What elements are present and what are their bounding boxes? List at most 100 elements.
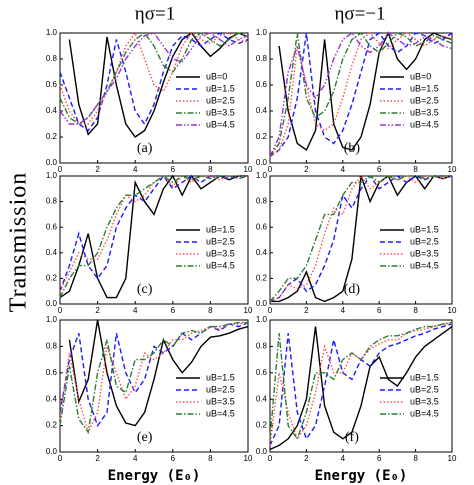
x-tick-label: 0: [58, 306, 63, 315]
x-tick-label: 8: [413, 165, 418, 174]
y-tick-label: 0.8: [256, 54, 268, 63]
x-tick-label: 2: [95, 165, 100, 174]
panel-label: (a): [137, 141, 153, 156]
series-line: [59, 174, 248, 292]
x-tick-label: 8: [208, 454, 213, 463]
legend-label: uB=2.5: [206, 384, 235, 394]
x-tick-label: 6: [171, 165, 176, 174]
legend-label: uB=3.5: [410, 107, 439, 117]
y-tick-label: 0.8: [46, 54, 58, 63]
x-tick-label: 6: [171, 306, 176, 315]
x-tick-label: 4: [133, 306, 138, 315]
x-tick-label: 8: [208, 306, 213, 315]
x-tick-label: 10: [244, 454, 253, 463]
y-tick-label: 0.0: [46, 447, 58, 456]
y-tick-label: 0.8: [256, 197, 268, 206]
x-tick-label: 0: [268, 165, 273, 174]
y-tick-label: 1.0: [46, 171, 58, 180]
legend-label: uB=2.5: [206, 236, 235, 246]
x-tick-label: 0: [58, 165, 63, 174]
legend-label: uB=4.5: [206, 408, 235, 418]
y-tick-label: 0.2: [46, 132, 58, 141]
y-tick-label: 0.0: [256, 158, 268, 167]
y-tick-label: 0.4: [46, 248, 58, 257]
y-axis-label: Transmission: [6, 172, 32, 312]
legend-label: uB=2.5: [410, 236, 439, 246]
legend-label: uB=0: [410, 71, 431, 81]
y-tick-label: 0.2: [46, 421, 58, 430]
y-tick-label: 0.6: [46, 80, 58, 89]
y-tick-label: 1.0: [46, 28, 58, 37]
legend-label: uB=0: [206, 71, 227, 81]
x-tick-label: 2: [95, 454, 100, 463]
x-tick-label: 10: [448, 306, 457, 315]
legend-label: uB=2.5: [410, 384, 439, 394]
series-line: [59, 175, 249, 298]
legend-label: uB=1.5: [206, 372, 235, 382]
plot-frame: [59, 32, 249, 164]
legend-label: uB=2.5: [410, 95, 439, 105]
legend-label: uB=1.5: [410, 224, 439, 234]
x-tick-label: 6: [377, 454, 382, 463]
x-tick-label: 10: [448, 454, 457, 463]
y-tick-label: 1.0: [256, 171, 268, 180]
y-tick-label: 0.6: [46, 368, 58, 377]
y-tick-label: 0.6: [46, 222, 58, 231]
x-tick-label: 4: [341, 165, 346, 174]
x-tick-label: 8: [413, 306, 418, 315]
legend-label: uB=3.5: [206, 248, 235, 258]
column-title: ησ=1: [135, 3, 175, 24]
y-tick-label: 0.2: [256, 132, 268, 141]
series-line: [269, 174, 453, 303]
legend-label: uB=4.5: [410, 260, 439, 270]
x-tick-label: 0: [268, 306, 273, 315]
series-line: [59, 31, 249, 125]
y-tick-label: 0.8: [46, 197, 58, 206]
y-tick-label: 0.4: [46, 394, 58, 403]
x-tick-label: 8: [208, 165, 213, 174]
x-tick-label: 4: [341, 454, 346, 463]
x-tick-label: 2: [304, 165, 309, 174]
legend-label: uB=3.5: [410, 248, 439, 258]
panel-label: (d): [344, 282, 361, 297]
y-tick-label: 1.0: [256, 28, 268, 37]
x-tick-label: 6: [377, 306, 382, 315]
x-tick-label: 6: [171, 454, 176, 463]
x-tick-label: 0: [58, 454, 63, 463]
x-axis-label: Energy (E₀): [108, 468, 201, 484]
y-tick-label: 0.6: [256, 368, 268, 377]
legend-label: uB=1.5: [410, 83, 439, 93]
column-title: ησ=−1: [334, 3, 385, 24]
series-line: [59, 321, 249, 428]
series-line: [269, 174, 452, 303]
legend-label: uB=1.5: [206, 83, 235, 93]
legend-label: uB=4.5: [206, 260, 235, 270]
x-tick-label: 4: [133, 165, 138, 174]
panel-label: (c): [137, 282, 153, 297]
x-tick-label: 0: [268, 454, 273, 463]
series-line: [269, 321, 453, 441]
series-line: [68, 319, 249, 427]
series-line: [68, 32, 249, 138]
y-tick-label: 1.0: [256, 315, 268, 324]
x-tick-label: 2: [304, 306, 309, 315]
x-tick-label: 10: [244, 165, 253, 174]
legend-label: uB=3.5: [206, 107, 235, 117]
y-tick-label: 0.2: [256, 421, 268, 430]
y-tick-label: 0.0: [46, 299, 58, 308]
panel-label: (b): [344, 141, 361, 156]
y-tick-label: 0.4: [256, 394, 268, 403]
panel-label: (e): [137, 430, 153, 445]
panel-label: (f): [345, 430, 359, 445]
legend-label: uB=4.5: [410, 119, 439, 129]
legend-label: uB=3.5: [410, 396, 439, 406]
series-line: [269, 32, 453, 158]
legend-label: uB=2.5: [206, 95, 235, 105]
y-tick-label: 0.6: [256, 222, 268, 231]
legend-label: uB=4.5: [206, 119, 235, 129]
y-tick-label: 0.8: [256, 342, 268, 351]
y-tick-label: 0.0: [46, 158, 58, 167]
series-line: [269, 175, 452, 302]
